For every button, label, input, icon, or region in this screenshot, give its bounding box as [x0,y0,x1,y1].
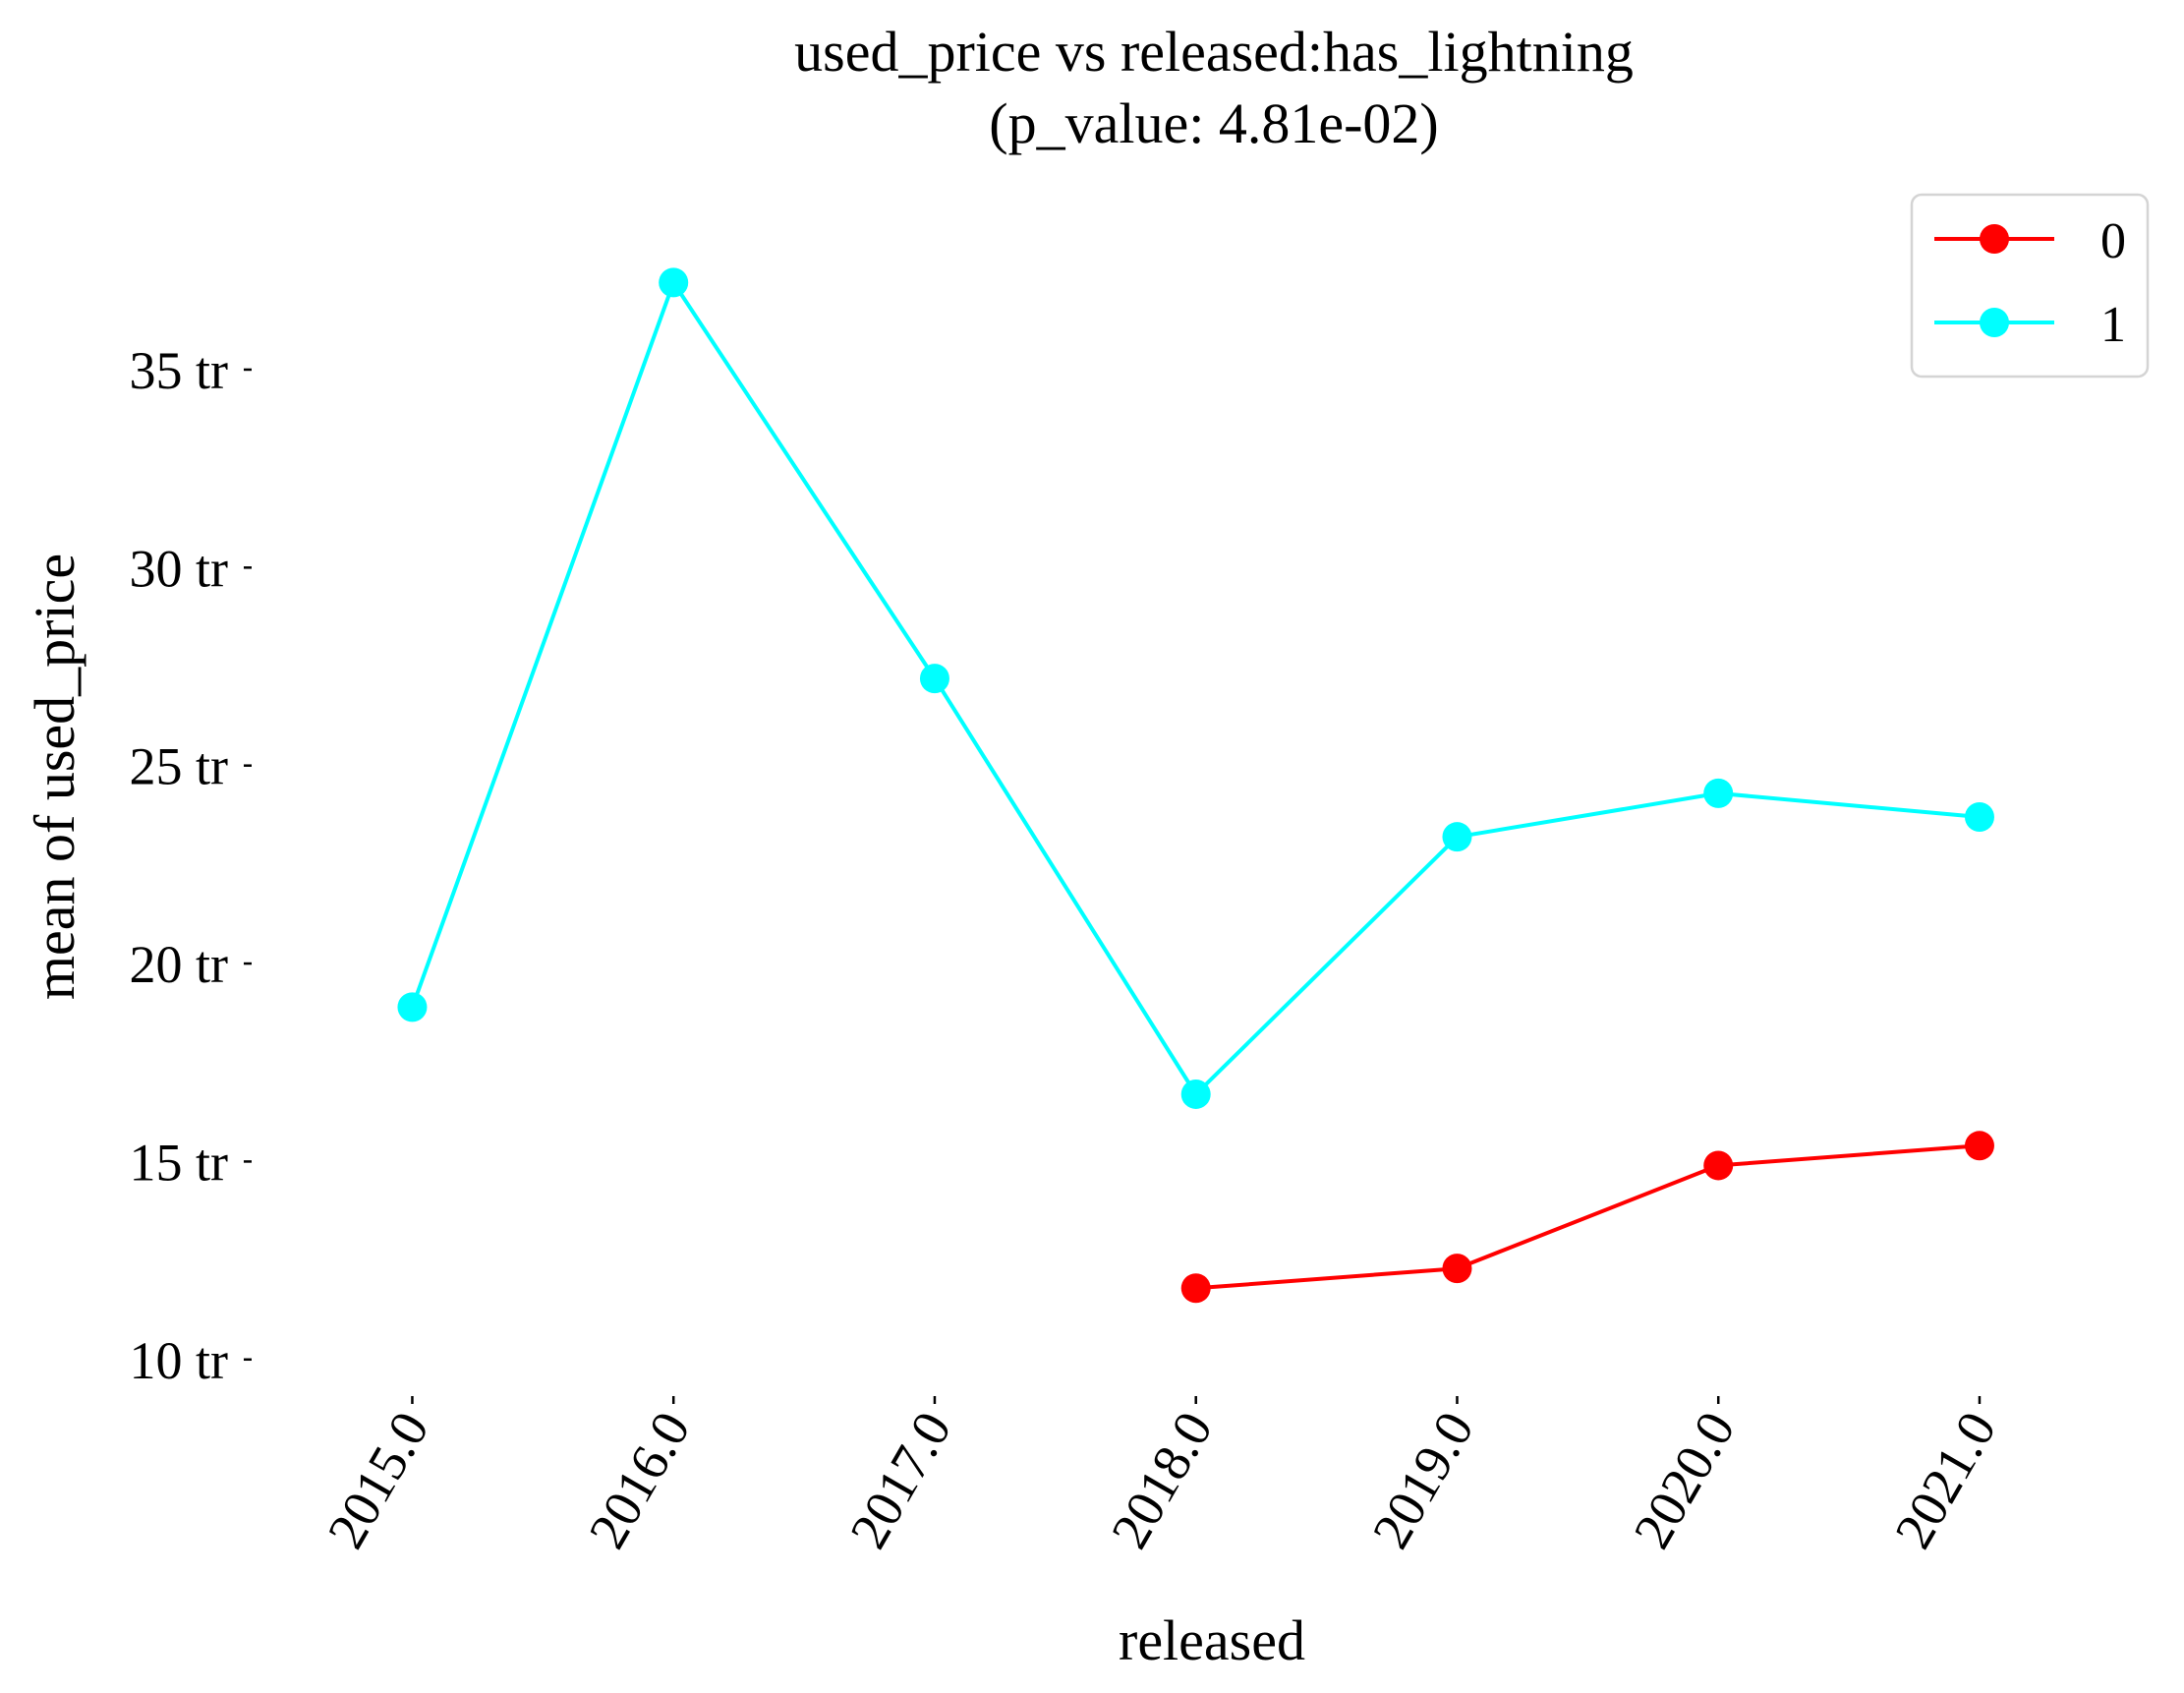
data-point [397,992,428,1022]
data-point [1180,1273,1211,1304]
legend-marker-series-0 [1980,224,2009,254]
x-axis-label: released [1119,1608,1305,1672]
chart-title: used_price vs released:has_lightning [794,20,1634,84]
data-point [1442,822,1472,852]
legend: 0 1 [1910,193,2150,379]
y-tick-label: 25 tr [130,737,229,796]
y-axis-label: mean of used_price [23,554,86,1000]
legend-label-series-0: 0 [2100,213,2126,269]
data-point [1180,1079,1211,1109]
legend-label-series-1: 1 [2100,297,2126,353]
data-point [659,267,689,298]
y-tick-label: 20 tr [130,935,229,994]
y-tick-label: 10 tr [130,1331,229,1390]
chart-subtitle: (p_value: 4.81e-02) [989,91,1438,155]
series-1 [397,267,1994,1109]
series-0 [1180,1131,1994,1304]
data-point [1703,1150,1734,1181]
y-tick-label: 35 tr [130,341,229,400]
data-point [1964,1131,1994,1161]
legend-marker-series-1 [1980,308,2009,337]
y-axis: 10 tr 15 tr 20 tr 25 tr 30 tr 35 tr [130,341,252,1390]
data-point [1442,1254,1472,1284]
data-point [1964,802,1994,833]
series-line-0 [1195,1143,1981,1291]
data-point [919,664,949,694]
data-point [1703,778,1734,808]
y-tick-label: 15 tr [130,1133,229,1192]
y-tick-label: 30 tr [130,539,229,598]
plot-area [397,267,1994,1304]
